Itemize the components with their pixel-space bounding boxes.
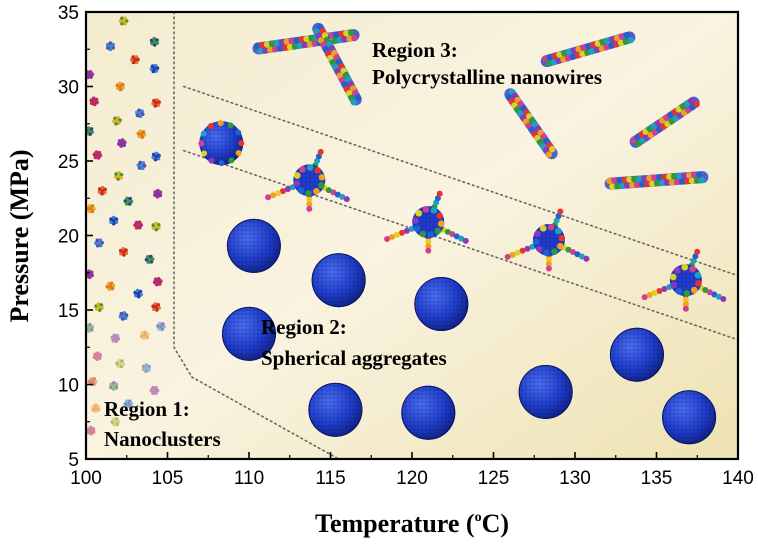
y-tick-label: 20 <box>58 227 79 248</box>
aggregate-marker <box>641 248 727 312</box>
nanocluster-marker <box>139 330 150 341</box>
nanocluster-marker <box>105 41 115 52</box>
nanocluster-marker <box>97 185 107 196</box>
nanowire-marker <box>604 171 709 190</box>
x-tick-label: 115 <box>315 468 345 489</box>
x-tick-label: 140 <box>722 468 754 489</box>
y-tick-label: 25 <box>58 152 79 173</box>
nanocluster-marker <box>130 55 140 65</box>
nanocluster-marker <box>117 138 127 148</box>
nanocluster-marker <box>123 196 134 206</box>
plot-background <box>86 12 738 459</box>
nanocluster-marker <box>109 381 119 391</box>
x-tick-label: 110 <box>234 468 264 489</box>
nanocluster-marker <box>112 116 122 126</box>
nanocluster-marker <box>156 321 166 332</box>
sphere-marker <box>518 364 573 419</box>
nanocluster-marker <box>118 16 129 26</box>
sphere-marker <box>311 253 366 308</box>
sphere-marker <box>401 385 456 440</box>
nanocluster-marker <box>135 108 145 119</box>
nanowire-marker <box>312 22 362 106</box>
nanocluster-marker <box>151 221 161 232</box>
y-tick-label: 10 <box>58 376 79 397</box>
x-tick-label: 125 <box>478 468 510 489</box>
region-2-name: Spherical aggregates <box>261 346 447 370</box>
region-2-title: Region 2: <box>261 315 347 339</box>
nanocluster-marker <box>92 351 103 362</box>
nanocluster-marker <box>118 247 129 257</box>
nanocluster-marker <box>133 288 143 299</box>
nanocluster-marker <box>109 215 119 226</box>
nanocluster-marker <box>105 281 116 291</box>
nanocluster-marker <box>152 276 163 287</box>
nanowire-marker <box>504 88 558 160</box>
nanocluster-marker <box>89 96 99 107</box>
x-tick-label: 120 <box>396 468 428 489</box>
nanocluster-marker <box>86 204 96 214</box>
nanocluster-marker <box>151 302 161 312</box>
aggregate-marker <box>198 120 245 167</box>
data-marks <box>198 22 727 445</box>
y-tick-label: 35 <box>58 3 79 24</box>
y-axis-title: Pressure (MPa) <box>5 149 34 322</box>
nanocluster-marker <box>86 69 95 80</box>
nanocluster-marker <box>149 36 160 47</box>
nanocluster-marker <box>123 399 134 409</box>
region-labels: Region 3: Polycrystalline nanowires Regi… <box>104 38 602 451</box>
nanocluster-marker <box>110 333 121 344</box>
region-1-title: Region 1: <box>104 397 190 421</box>
nanocluster-marker <box>110 417 121 427</box>
region-1-markers <box>86 16 166 436</box>
x-tick-label: 130 <box>559 468 591 489</box>
region-1-name: Nanoclusters <box>104 427 221 451</box>
nanocluster-marker <box>149 63 160 74</box>
nanocluster-marker <box>91 403 101 414</box>
nanocluster-marker <box>118 311 129 321</box>
x-tick-label: 105 <box>152 468 184 489</box>
x-axis-title: Temperature (oC) <box>315 509 509 538</box>
sphere-marker <box>414 277 469 332</box>
nanocluster-marker <box>133 220 144 230</box>
y-tick-label: 30 <box>58 78 79 99</box>
nanocluster-marker <box>144 254 155 264</box>
sphere-marker <box>226 218 281 273</box>
nanowire-marker <box>629 96 700 148</box>
nanocluster-marker <box>149 385 160 395</box>
region-3-title: Region 3: <box>372 38 458 62</box>
aggregate-marker <box>265 148 350 212</box>
aggregate-marker <box>384 190 469 254</box>
nanocluster-marker <box>153 188 163 199</box>
nanocluster-marker <box>94 302 104 312</box>
nanocluster-marker <box>115 359 126 369</box>
nanocluster-marker <box>113 171 124 181</box>
y-tick-label: 15 <box>58 301 79 322</box>
aggregate-marker <box>504 208 590 272</box>
nanowire-marker <box>540 31 636 68</box>
sphere-marker <box>609 327 664 382</box>
x-axis: 100 105 110 115 120 125 130 135 140 <box>70 452 754 489</box>
nanocluster-marker <box>151 98 161 108</box>
nanocluster-marker <box>141 363 151 374</box>
sphere-marker <box>222 306 276 361</box>
nanocluster-marker <box>94 238 104 248</box>
x-tick-label: 135 <box>641 468 673 489</box>
y-tick-label: 5 <box>68 450 79 471</box>
nanocluster-marker <box>86 425 96 436</box>
nanocluster-marker <box>136 160 147 171</box>
nanocluster-marker <box>115 81 125 92</box>
nanocluster-marker <box>151 151 161 162</box>
nanocluster-marker <box>92 150 103 160</box>
nanocluster-marker <box>136 129 147 139</box>
y-axis: 5 10 15 20 25 30 35 <box>58 3 93 471</box>
sphere-marker <box>662 390 717 445</box>
x-tick-label: 100 <box>70 468 102 489</box>
sphere-marker <box>308 382 363 437</box>
region-3-name: Polycrystalline nanowires <box>372 65 602 89</box>
